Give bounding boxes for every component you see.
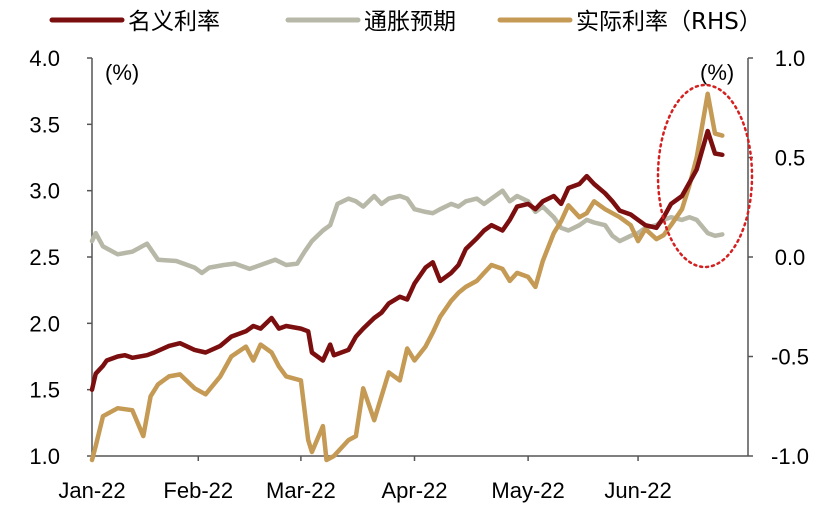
right-tick-label: -0.5 [771,345,809,370]
series-line-real-rate [89,91,725,463]
legend-label: 名义利率 [128,9,220,35]
x-tick-label: Mar-22 [266,478,336,503]
right-tick-label: 0.5 [775,146,806,171]
left-tick-label: 3.0 [29,179,60,204]
left-unit-label: (%) [105,60,139,85]
legend: 名义利率 通胀预期 实际利率（RHS） [49,9,762,35]
right-tick-label: 1.0 [775,46,806,71]
x-tick-label: Apr-22 [381,478,447,503]
x-tick-label: Jan-22 [58,478,125,503]
series-layer [89,91,725,463]
right-tick-label: 0.0 [775,245,806,270]
left-tick-label: 3.5 [29,112,60,137]
left-tick-label: 4.0 [29,46,60,71]
legend-label: 实际利率（RHS） [576,9,762,35]
highlight-ellipse [656,83,754,269]
right-tick-label: -1.0 [771,444,809,469]
right-unit-label: (%) [700,60,734,85]
left-tick-label: 2.0 [29,311,60,336]
series-line-nominal-rate [89,128,725,392]
x-tick-label: Feb-22 [163,478,233,503]
left-tick-label: 1.0 [29,444,60,469]
series-line-inflation-expectation [89,188,725,276]
x-tick-label: May-22 [491,478,564,503]
left-tick-label: 2.5 [29,245,60,270]
legend-label: 通胀预期 [364,9,456,35]
axes: 4.0 3.5 3.0 2.5 2.0 1.5 1.0 1.0 0.5 0.0 -0.5 -1.0 Ja… [29,46,809,503]
x-tick-label: Jun-22 [604,478,671,503]
left-tick-label: 1.5 [29,378,60,403]
